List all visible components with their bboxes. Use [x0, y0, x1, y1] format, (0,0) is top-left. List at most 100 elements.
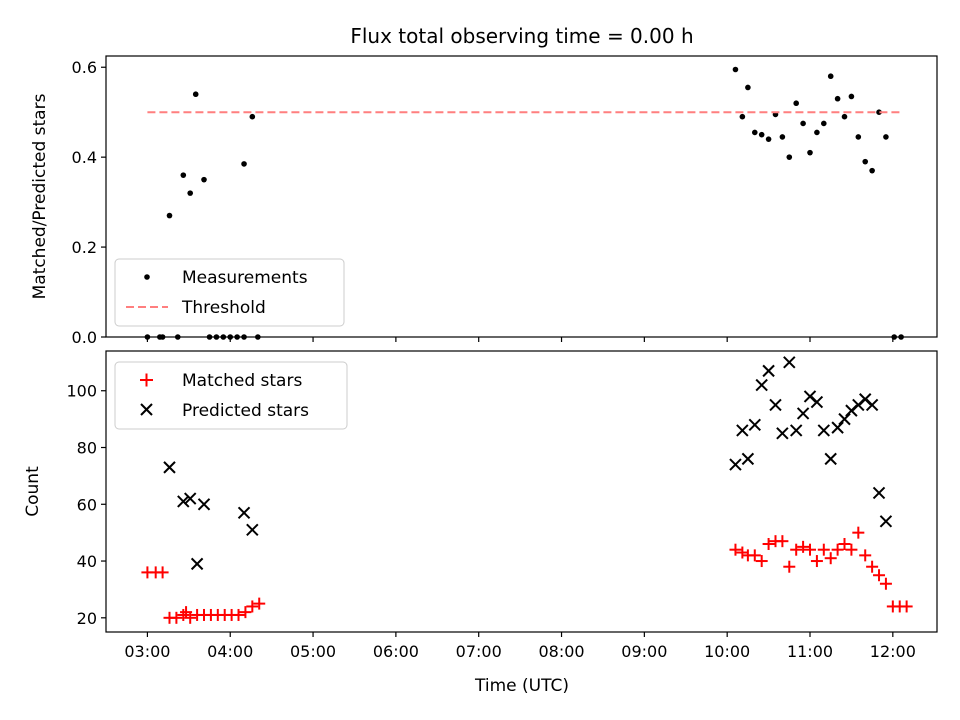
measurement-point — [187, 190, 194, 196]
predicted-point — [817, 424, 831, 437]
matched-point — [900, 600, 913, 613]
matched-point — [239, 606, 252, 619]
measurement-point — [745, 84, 751, 91]
predicted-point — [755, 378, 768, 392]
measurement-point — [765, 136, 772, 142]
predicted-point — [237, 506, 251, 519]
matched-point — [246, 600, 259, 613]
matched-point — [156, 566, 169, 579]
bottom-axes-frame — [105, 350, 938, 633]
matched-point — [810, 555, 823, 568]
predicted-point — [831, 421, 844, 434]
series-predicted-stars — [163, 356, 893, 571]
bottom-xlabel: Time (UTC) — [474, 676, 569, 696]
matched-point — [873, 569, 886, 582]
measurement-point — [834, 95, 841, 102]
legend-measurements-marker — [144, 274, 150, 280]
measurement-point — [201, 176, 207, 183]
predicted-point — [246, 523, 259, 537]
measurement-point — [883, 134, 889, 140]
x-tick-label: 03:00 — [124, 642, 170, 661]
predicted-point — [783, 356, 796, 369]
y-tick-label: 100 — [66, 382, 97, 401]
measurement-point — [206, 334, 213, 340]
predicted-point — [796, 407, 810, 420]
x-tick-label: 09:00 — [621, 642, 667, 661]
measurement-point — [220, 334, 227, 340]
predicted-point — [762, 364, 775, 378]
x-tick-label: 12:00 — [870, 642, 916, 661]
predicted-point — [838, 412, 851, 426]
predicted-point — [197, 498, 211, 511]
legend-measurements-label: Measurements — [182, 268, 308, 288]
measurement-point — [159, 334, 166, 340]
matched-point — [170, 611, 183, 624]
matched-point — [831, 543, 844, 556]
measurement-point — [827, 73, 834, 80]
measurement-point — [848, 93, 855, 100]
y-tick-label: 80 — [77, 439, 97, 458]
measurement-point — [891, 334, 898, 340]
measurement-point — [166, 212, 173, 219]
top-panel: Matched/Predicted stars 0.0 0.2 0.4 0.6 Mea… — [30, 55, 938, 347]
predicted-point — [789, 424, 803, 437]
measurement-point — [800, 120, 806, 127]
predicted-point — [177, 495, 190, 508]
x-tick-label: 06:00 — [373, 642, 419, 661]
x-tick-label: 07:00 — [456, 642, 502, 661]
measurement-point — [758, 131, 765, 138]
measurement-point — [227, 334, 234, 340]
bottom-ylabel: Count — [23, 466, 43, 517]
matched-point — [866, 560, 879, 573]
x-tick-label: 10:00 — [704, 642, 750, 661]
predicted-point — [736, 424, 749, 437]
matched-point — [845, 543, 858, 556]
measurement-point — [241, 334, 247, 340]
measurement-point — [241, 161, 247, 167]
series-measurements — [144, 66, 904, 340]
predicted-point — [824, 452, 837, 466]
matched-point — [804, 543, 817, 556]
top-y-ticks: 0.0 0.2 0.4 0.6 — [72, 58, 106, 347]
measurement-point — [898, 334, 904, 340]
matched-point — [852, 526, 865, 539]
measurement-point — [234, 334, 240, 340]
legend-threshold-label: Threshold — [181, 298, 266, 318]
top-axes-frame — [105, 55, 938, 338]
x-tick-label: 08:00 — [538, 642, 584, 661]
measurement-point — [807, 149, 813, 156]
x-tick-label: 05:00 — [290, 642, 336, 661]
measurement-point — [841, 113, 848, 120]
measurement-point — [174, 334, 181, 340]
measurement-point — [793, 100, 799, 107]
top-ylabel: Matched/Predicted stars — [30, 93, 50, 299]
matched-point — [184, 611, 197, 624]
predicted-point — [190, 557, 204, 571]
predicted-point — [872, 486, 886, 500]
y-tick-label: 0.4 — [72, 148, 97, 167]
predicted-point — [865, 398, 879, 412]
bottom-plot-area — [141, 356, 913, 624]
chart-title: Flux total observing time = 0.00 h — [350, 24, 693, 48]
measurement-point — [739, 113, 746, 120]
x-tick-label: 11:00 — [787, 642, 833, 661]
predicted-point — [748, 418, 761, 432]
legend-matched-marker — [140, 373, 153, 387]
bottom-legend-box — [114, 361, 348, 430]
bottom-panel: Count 20 40 60 80 100 03:00 04:00 05:00 06:00 07… — [23, 350, 938, 696]
measurement-point — [213, 334, 220, 340]
matched-point — [736, 546, 749, 559]
measurement-point — [876, 109, 882, 115]
top-legend: Measurements Threshold — [114, 258, 345, 327]
matched-point — [790, 543, 803, 556]
matched-point — [755, 555, 768, 568]
matched-point — [729, 543, 742, 556]
matched-point — [748, 549, 761, 562]
y-tick-label: 0.0 — [72, 328, 97, 347]
measurement-point — [192, 91, 199, 98]
predicted-point — [163, 461, 176, 474]
predicted-point — [741, 452, 755, 466]
bottom-x-ticks: 03:00 04:00 05:00 06:00 07:00 08:00 09:00 10:00… — [124, 632, 916, 661]
predicted-point — [729, 458, 742, 471]
measurement-point — [855, 134, 862, 140]
